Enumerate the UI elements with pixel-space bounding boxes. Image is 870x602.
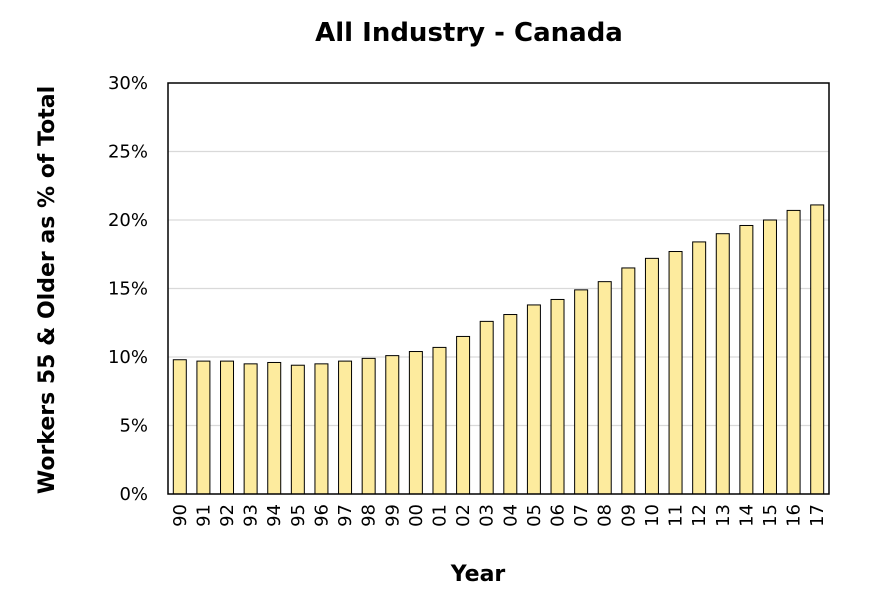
bar-13 [715, 233, 730, 495]
x-tick-label: 99 [382, 504, 403, 527]
x-tick-label: 13 [713, 504, 734, 527]
x-tick-label: 05 [524, 504, 545, 527]
x-tick-label: 14 [736, 504, 757, 527]
y-tick-label: 25% [108, 142, 148, 163]
bar-96 [314, 363, 329, 495]
x-axis-ticks: 90 91 92 93 94 95 96 97 98 99 00 01 02 03 04 05 06 07 08 09… [170, 504, 828, 527]
grid-lines [168, 150, 829, 427]
y-tick-label: 0% [119, 484, 148, 505]
x-tick-label: 08 [595, 504, 616, 527]
x-tick-label: 15 [760, 504, 781, 527]
bar-08 [597, 281, 612, 495]
bar-03 [479, 320, 494, 495]
bar-90 [172, 359, 187, 495]
x-tick-label: 01 [429, 504, 450, 527]
y-tick-label: 30% [108, 73, 148, 94]
bar-94 [267, 361, 282, 495]
bar-04 [503, 314, 518, 495]
bar-16 [786, 209, 801, 495]
bar-02 [456, 335, 471, 495]
chart-title: All Industry - Canada [315, 18, 623, 48]
x-tick-label: 12 [689, 504, 710, 527]
bar-91 [196, 360, 211, 495]
bar-10 [644, 257, 659, 495]
y-tick-label: 5% [119, 416, 148, 437]
bar-97 [338, 360, 353, 495]
bar-05 [526, 304, 541, 495]
x-tick-label: 17 [807, 504, 828, 527]
bar-95 [290, 364, 305, 495]
x-tick-label: 00 [406, 504, 427, 527]
x-tick-label: 90 [170, 504, 191, 527]
bars [172, 204, 825, 495]
x-tick-label: 06 [548, 504, 569, 527]
bar-14 [739, 224, 754, 495]
bar-92 [220, 360, 235, 495]
x-tick-label: 09 [618, 504, 639, 527]
bar-93 [243, 363, 258, 495]
plot-area [167, 82, 830, 495]
bar-07 [574, 289, 589, 495]
bar-11 [668, 251, 683, 495]
x-tick-label: 10 [642, 504, 663, 527]
x-tick-label: 97 [335, 504, 356, 527]
y-axis-ticks: 0% 5% 10% 15% 20% 25% 30% [108, 73, 148, 505]
x-tick-label: 91 [193, 504, 214, 527]
bar-06 [550, 298, 565, 495]
x-tick-label: 94 [264, 504, 285, 527]
x-tick-label: 07 [571, 504, 592, 527]
bar-98 [361, 357, 376, 495]
bar-12 [692, 241, 707, 495]
x-tick-label: 03 [477, 504, 498, 527]
x-tick-label: 95 [288, 504, 309, 527]
bar-99 [385, 355, 400, 495]
x-tick-label: 93 [241, 504, 262, 527]
bar-09 [621, 267, 636, 495]
y-tick-label: 20% [108, 210, 148, 231]
bar-15 [762, 219, 777, 495]
bar-00 [408, 351, 423, 495]
bar-01 [432, 346, 447, 495]
x-tick-label: 92 [217, 504, 238, 527]
x-tick-label: 98 [359, 504, 380, 527]
x-axis-title: Year [450, 562, 506, 587]
x-tick-label: 11 [666, 504, 687, 527]
x-tick-label: 02 [453, 504, 474, 527]
y-tick-label: 10% [108, 347, 148, 368]
x-tick-label: 16 [784, 504, 805, 527]
y-tick-label: 15% [108, 279, 148, 300]
x-tick-label: 04 [500, 504, 521, 527]
x-tick-label: 96 [311, 504, 332, 527]
y-axis-title: Workers 55 & Older as % of Total [35, 86, 60, 494]
bar-17 [810, 204, 825, 495]
